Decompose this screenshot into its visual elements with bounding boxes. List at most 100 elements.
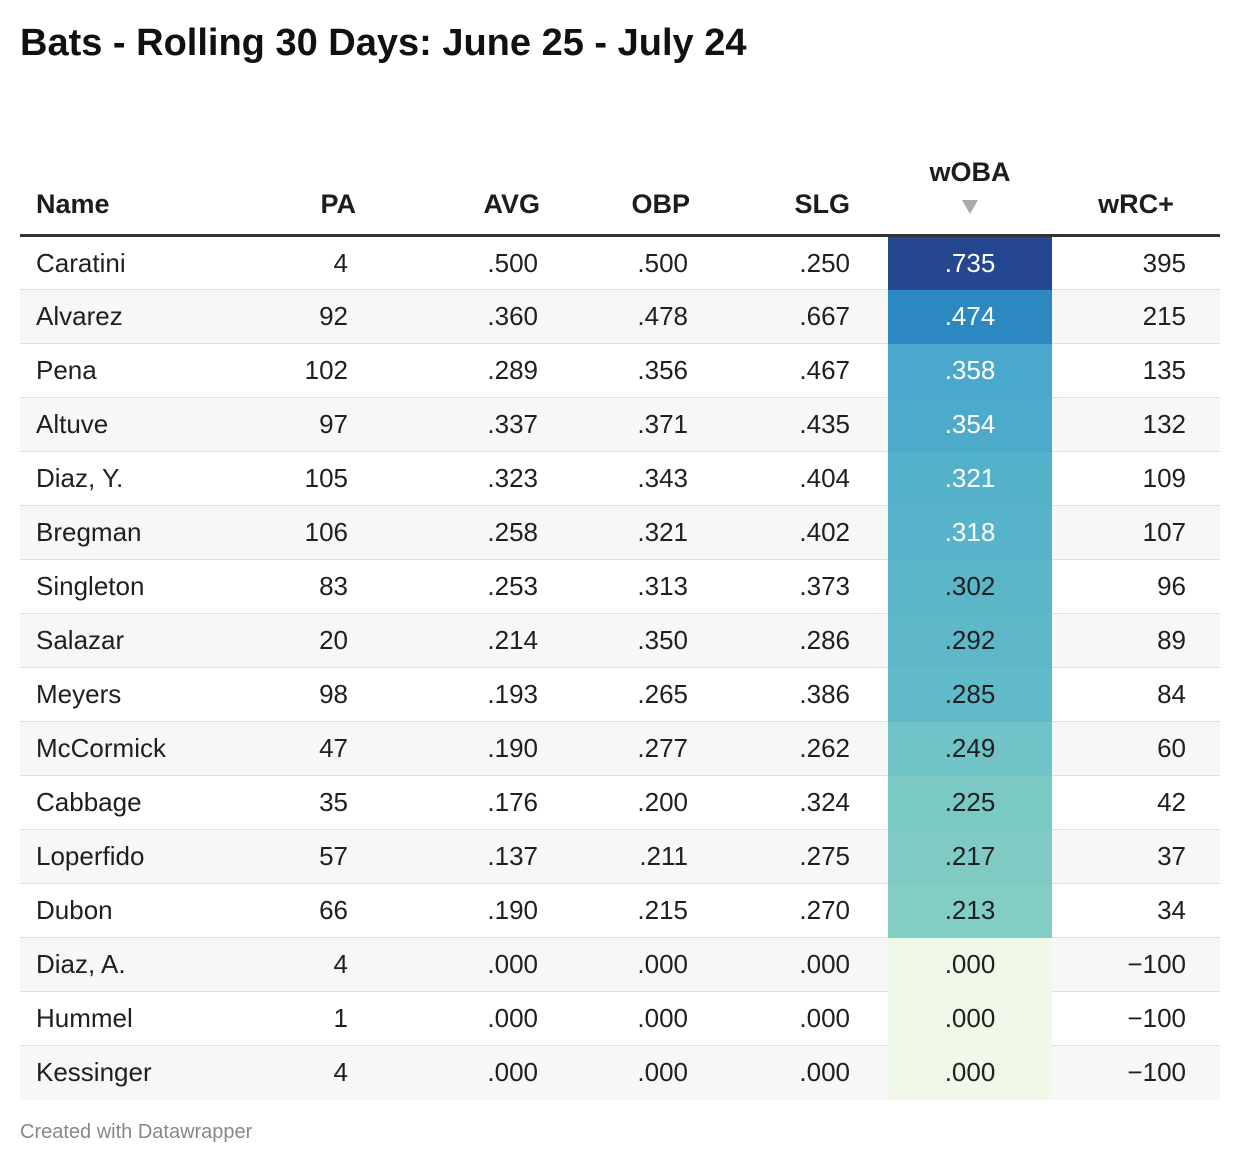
cell-avg: .360 [434,289,582,344]
cell-avg: .000 [434,937,582,992]
cell-pa: 4 [226,235,434,290]
header-row: Name PA AVG OBP SLG wOBA wRC+ [20,118,1220,237]
cell-slg: .667 [740,289,888,344]
table-row: Cabbage 35.176.200.324.225 42 [20,775,1220,830]
cell-obp: .000 [582,937,740,992]
column-header-wrc-plus[interactable]: wRC+ [1052,118,1220,237]
cell-wrc: 89 [1052,613,1220,668]
cell-pa: 20 [226,613,434,668]
cell-wrc: 34 [1052,883,1220,938]
cell-name: Bregman [20,505,226,560]
cell-pa: 35 [226,775,434,830]
cell-slg: .000 [740,937,888,992]
cell-woba: .217 [888,829,1052,884]
cell-pa: 57 [226,829,434,884]
cell-avg: .323 [434,451,582,506]
cell-name: Hummel [20,991,226,1046]
table-row: Singleton 83.253.313.373.302 96 [20,559,1220,614]
cell-wrc: 84 [1052,667,1220,722]
stats-table: Name PA AVG OBP SLG wOBA wRC+ Caratini 4.… [20,118,1220,1100]
cell-obp: .500 [582,235,740,290]
chart-title: Bats - Rolling 30 Days: June 25 - July 2… [20,22,747,64]
cell-name: Pena [20,343,226,398]
cell-slg: .402 [740,505,888,560]
column-header-woba[interactable]: wOBA [888,118,1052,237]
cell-slg: .404 [740,451,888,506]
cell-obp: .265 [582,667,740,722]
sort-descending-icon [962,200,978,214]
cell-obp: .313 [582,559,740,614]
cell-name: Salazar [20,613,226,668]
cell-wrc: 107 [1052,505,1220,560]
cell-avg: .190 [434,721,582,776]
cell-name: Diaz, Y. [20,451,226,506]
cell-woba: .354 [888,397,1052,452]
attribution-footer: Created with Datawrapper [20,1121,253,1143]
cell-obp: .371 [582,397,740,452]
stats-table-container: Name PA AVG OBP SLG wOBA wRC+ Caratini 4.… [20,118,1220,1100]
cell-wrc: 42 [1052,775,1220,830]
cell-wrc: 60 [1052,721,1220,776]
cell-name: Caratini [20,235,226,290]
cell-pa: 106 [226,505,434,560]
cell-name: Diaz, A. [20,937,226,992]
column-header-avg[interactable]: AVG [434,118,582,237]
cell-avg: .500 [434,235,582,290]
cell-slg: .286 [740,613,888,668]
cell-wrc: −100 [1052,937,1220,992]
cell-pa: 1 [226,991,434,1046]
cell-woba: .358 [888,343,1052,398]
cell-wrc: −100 [1052,991,1220,1046]
column-header-obp[interactable]: OBP [582,118,740,237]
table-row: Pena 102.289.356.467.358 135 [20,343,1220,398]
cell-wrc: 96 [1052,559,1220,614]
cell-wrc: 215 [1052,289,1220,344]
cell-woba: .474 [888,289,1052,344]
cell-slg: .000 [740,991,888,1046]
cell-pa: 83 [226,559,434,614]
cell-avg: .253 [434,559,582,614]
cell-woba: .000 [888,991,1052,1046]
cell-obp: .321 [582,505,740,560]
cell-wrc: 132 [1052,397,1220,452]
cell-obp: .000 [582,991,740,1046]
cell-avg: .258 [434,505,582,560]
cell-name: Altuve [20,397,226,452]
cell-pa: 4 [333,1057,348,1088]
cell-avg: .176 [434,775,582,830]
cell-pa: 47 [226,721,434,776]
cell-avg: .337 [434,397,582,452]
cell-pa: 97 [226,397,434,452]
cell-obp: .478 [582,289,740,344]
cell-woba: .321 [888,451,1052,506]
cell-wrc: 135 [1052,343,1220,398]
cell-avg: .214 [434,613,582,668]
cell-slg: .275 [740,829,888,884]
cell-slg: .262 [740,721,888,776]
table-row: Dubon 66.190.215.270.213 34 [20,883,1220,938]
cell-obp: .343 [582,451,740,506]
table-row: Diaz, Y. 105.323.343.404.321 109 [20,451,1220,506]
cell-slg: .467 [740,343,888,398]
cell-obp: .356 [582,343,740,398]
cell-obp: .211 [582,829,740,884]
cell-slg: .000 [799,1057,850,1088]
table-row: Kessinger 4 .000 .000 .000 .000 −100 [20,1045,1220,1100]
column-header-name[interactable]: Name [20,118,226,237]
table-body: Caratini 4.500.500.250.735 395 Alvarez 92.36… [20,235,1220,1100]
cell-name: Alvarez [20,289,226,344]
cell-slg: .270 [740,883,888,938]
cell-name: Dubon [20,883,226,938]
cell-avg: .190 [434,883,582,938]
cell-name: Loperfido [20,829,226,884]
cell-name: Kessinger [36,1057,152,1088]
cell-name: Singleton [20,559,226,614]
cell-wrc: 109 [1052,451,1220,506]
cell-obp: .200 [582,775,740,830]
column-header-pa[interactable]: PA [226,118,434,237]
table-header: Name PA AVG OBP SLG wOBA wRC+ [20,118,1220,237]
column-header-slg[interactable]: SLG [740,118,888,237]
cell-slg: .435 [740,397,888,452]
cell-avg: .289 [434,343,582,398]
cell-pa: 102 [226,343,434,398]
